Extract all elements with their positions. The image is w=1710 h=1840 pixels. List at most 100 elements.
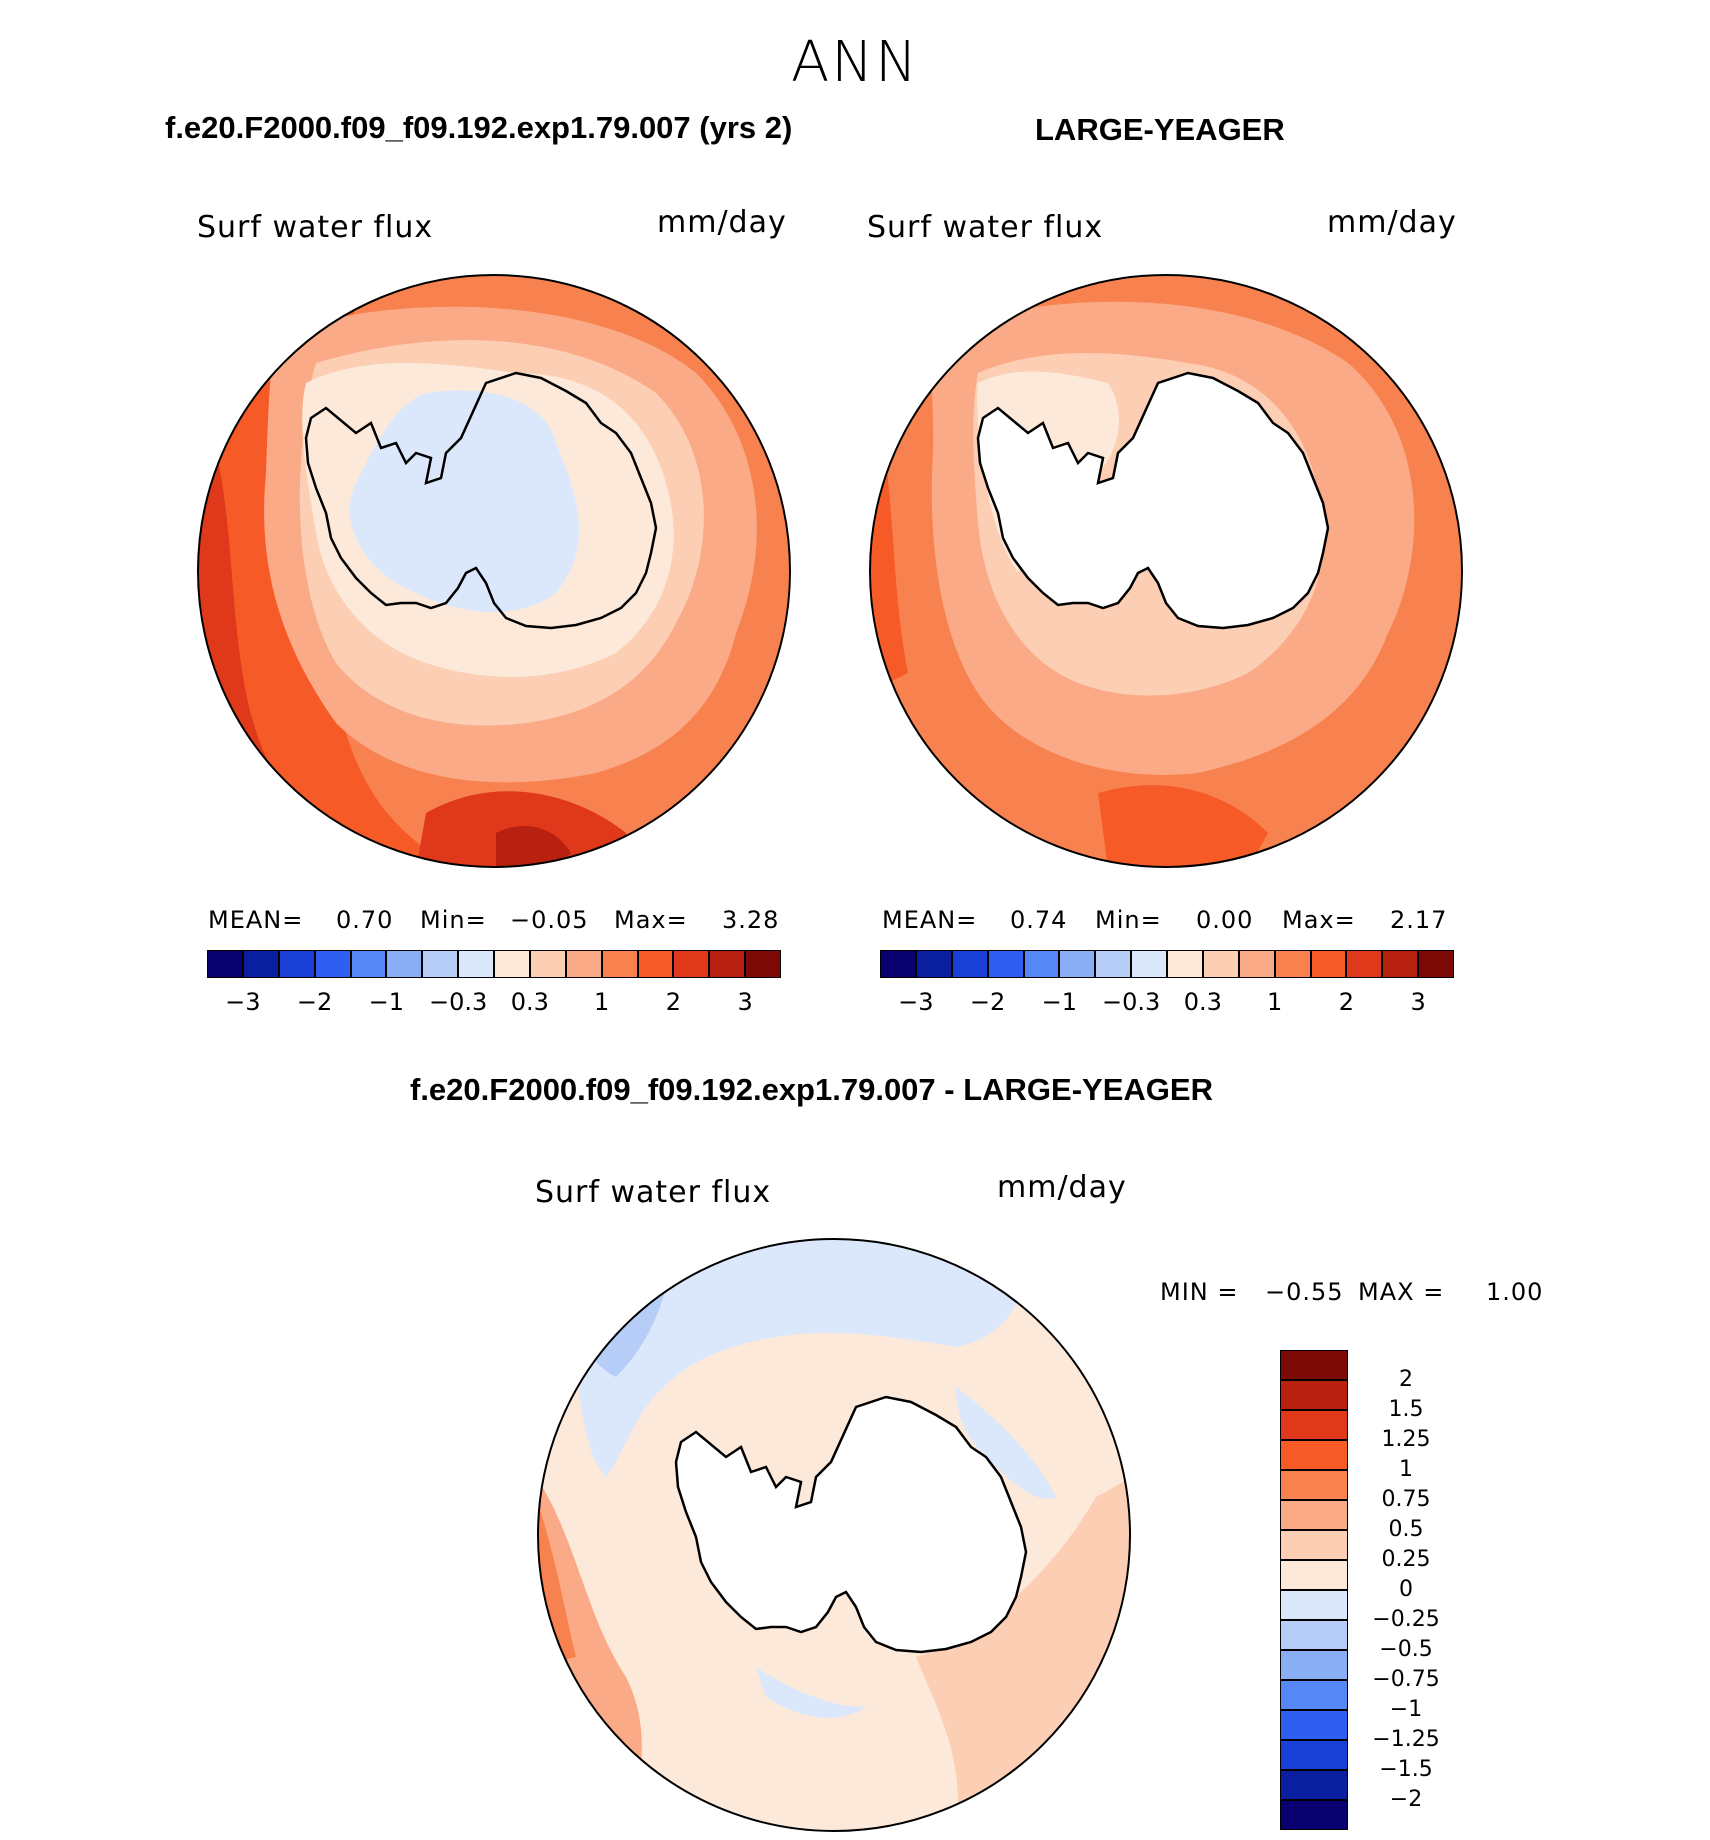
colorbar-tick-label: 0.3 [510, 988, 549, 1016]
bottom-case-title: f.e20.F2000.f09_f09.192.exp1.79.007 - LA… [410, 1072, 1213, 1107]
top-left-min-value: −0.05 [510, 906, 589, 934]
colorbar-swatch [314, 950, 351, 978]
colorbar-swatch [1023, 950, 1060, 978]
colorbar-swatch [1202, 950, 1239, 978]
top-left-colorbar [207, 950, 781, 978]
colorbar-tick-label: 0.25 [1381, 1547, 1431, 1572]
colorbar-tick-label: 3 [1410, 988, 1426, 1016]
colorbar-tick-label: −2 [1389, 1787, 1423, 1812]
colorbar-tick-label: 2 [665, 988, 682, 1016]
map-contour-band [956, 1387, 1056, 1499]
colorbar-swatch [1280, 1530, 1348, 1560]
top-left-mean-value: 0.70 [336, 906, 394, 934]
colorbar-tick-label: 1 [1266, 988, 1283, 1016]
colorbar-tick-label: −2 [969, 988, 1006, 1016]
colorbar-swatch [1280, 1380, 1348, 1410]
top-right-max-value: 2.17 [1390, 906, 1448, 934]
bottom-min-value: −0.55 [1265, 1278, 1344, 1306]
colorbar-swatch [1418, 950, 1454, 978]
top-right-variable-label: Surf water flux [867, 210, 1104, 245]
colorbar-tick-label: −2 [296, 988, 333, 1016]
colorbar-tick-label: 0 [1399, 1577, 1413, 1602]
colorbar-swatch [565, 950, 602, 978]
colorbar-swatch [1280, 1410, 1348, 1440]
colorbar-tick-label: −0.5 [1379, 1637, 1433, 1662]
colorbar-tick-label: 2 [1399, 1367, 1413, 1392]
colorbar-swatch [1280, 1650, 1348, 1680]
colorbar-swatch [386, 950, 423, 978]
colorbar-swatch [494, 950, 530, 978]
colorbar-swatch [1131, 950, 1167, 978]
colorbar-swatch [880, 950, 916, 978]
colorbar-swatch [951, 950, 988, 978]
bottom-max-label: MAX = [1358, 1278, 1445, 1306]
colorbar-tick-label: −0.3 [428, 988, 488, 1016]
colorbar-swatch [1280, 1620, 1348, 1650]
map-contour-band [1098, 785, 1268, 867]
bottom-colorbar-ticks: 2 1.5 1.25 1 0.75 0.5 0.25 0 −0.25 −0.5 −0.75 −1 −1.… [1348, 1350, 1468, 1830]
map-contour-band [576, 1239, 1023, 1477]
colorbar-tick-label: −1.25 [1372, 1727, 1440, 1752]
colorbar-tick-label: −0.3 [1101, 988, 1161, 1016]
colorbar-swatch [1280, 1350, 1348, 1380]
bottom-min-label: MIN = [1160, 1278, 1239, 1306]
top-right-mean-value: 0.74 [1010, 906, 1068, 934]
top-right-min-value: 0.00 [1196, 906, 1254, 934]
season-title: ANN [790, 30, 920, 95]
colorbar-swatch [1238, 950, 1275, 978]
colorbar-tick-label: −1 [1041, 988, 1078, 1016]
top-left-polar-map [197, 274, 791, 868]
colorbar-tick-label: 0.5 [1388, 1517, 1424, 1542]
top-left-mean-label: MEAN= [208, 906, 304, 934]
map-boundary [537, 1238, 1131, 1832]
colorbar-swatch [673, 950, 710, 978]
colorbar-swatch [1280, 1590, 1348, 1620]
colorbar-tick-label: −1 [1389, 1697, 1423, 1722]
bottom-max-value: 1.00 [1486, 1278, 1544, 1306]
map-boundary [869, 274, 1463, 868]
colorbar-swatch [1274, 950, 1311, 978]
colorbar-tick-label: −1.5 [1379, 1757, 1433, 1782]
colorbar-swatch [1346, 950, 1383, 978]
colorbar-swatch [1280, 1710, 1348, 1740]
top-right-mean-label: MEAN= [882, 906, 978, 934]
top-right-colorbar-ticks: −3 −2 −1 −0.3 0.3 1 2 3 [880, 988, 1454, 1018]
colorbar-tick-label: −0.75 [1372, 1667, 1440, 1692]
top-left-variable-label: Surf water flux [197, 210, 434, 245]
top-right-max-label: Max= [1282, 906, 1356, 934]
colorbar-tick-label: 1 [1399, 1457, 1413, 1482]
colorbar-swatch [1280, 1470, 1348, 1500]
colorbar-tick-label: 0.3 [1183, 988, 1222, 1016]
top-right-colorbar [880, 950, 1454, 978]
colorbar-tick-label: 3 [737, 988, 753, 1016]
colorbar-swatch [915, 950, 952, 978]
map-contour-band [756, 1667, 866, 1718]
top-left-case-title: f.e20.F2000.f09_f09.192.exp1.79.007 (yrs… [165, 110, 793, 145]
antarctica-coastline [976, 371, 1330, 630]
colorbar-tick-label: −3 [898, 988, 934, 1016]
bottom-polar-map [537, 1238, 1131, 1832]
colorbar-swatch [1280, 1740, 1348, 1770]
colorbar-swatch [1167, 950, 1203, 978]
colorbar-swatch [987, 950, 1024, 978]
bottom-units-label: mm/day [997, 1170, 1127, 1205]
antarctica-coastline [304, 371, 658, 630]
colorbar-swatch [242, 950, 279, 978]
map-contour-band [198, 275, 456, 867]
colorbar-swatch [1059, 950, 1096, 978]
colorbar-tick-label: 1.25 [1381, 1427, 1431, 1452]
colorbar-swatch [1095, 950, 1132, 978]
colorbar-tick-label: 1.5 [1388, 1397, 1424, 1422]
map-contour-band [349, 390, 580, 612]
colorbar-swatch [1280, 1500, 1348, 1530]
top-right-units-label: mm/day [1327, 205, 1457, 240]
colorbar-swatch [207, 950, 243, 978]
colorbar-tick-label: 2 [1338, 988, 1355, 1016]
colorbar-swatch [1280, 1440, 1348, 1470]
top-right-case-title: LARGE-YEAGER [1035, 112, 1285, 147]
colorbar-swatch [1280, 1770, 1348, 1800]
bottom-variable-label: Surf water flux [535, 1175, 772, 1210]
colorbar-swatch [601, 950, 638, 978]
colorbar-tick-label: −3 [225, 988, 261, 1016]
colorbar-swatch [1382, 950, 1419, 978]
